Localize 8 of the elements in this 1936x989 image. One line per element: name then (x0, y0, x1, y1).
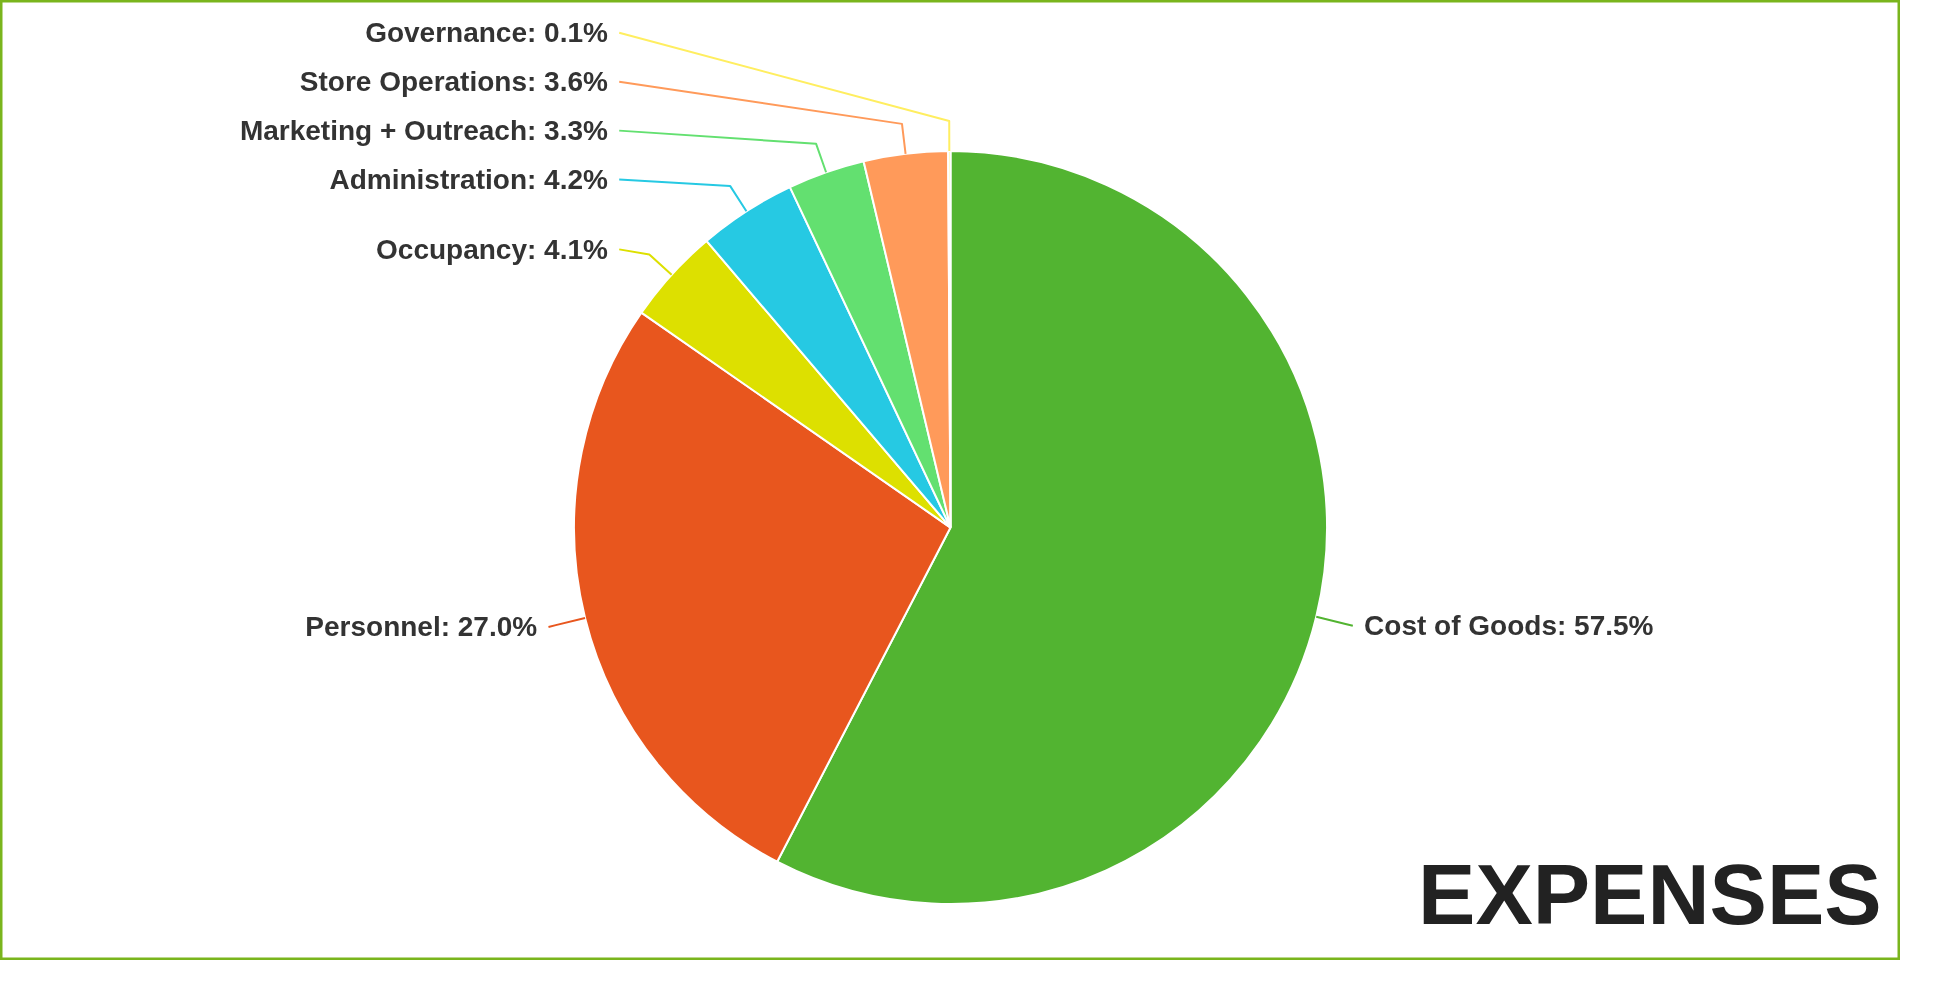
slice-label: Occupancy: 4.1% (376, 233, 609, 265)
slice-label: Cost of Goods: 57.5% (1364, 610, 1654, 642)
text: EXPENSES (1418, 845, 1882, 942)
slice-label: Governance: 0.1% (365, 17, 609, 49)
slice-label: Marketing + Outreach: 3.3% (239, 115, 609, 147)
slice-label: Store Operations: 3.6% (299, 66, 609, 98)
slice-label: Personnel: 27.0% (305, 611, 538, 643)
slice-label: Administration: 4.2% (329, 164, 609, 196)
